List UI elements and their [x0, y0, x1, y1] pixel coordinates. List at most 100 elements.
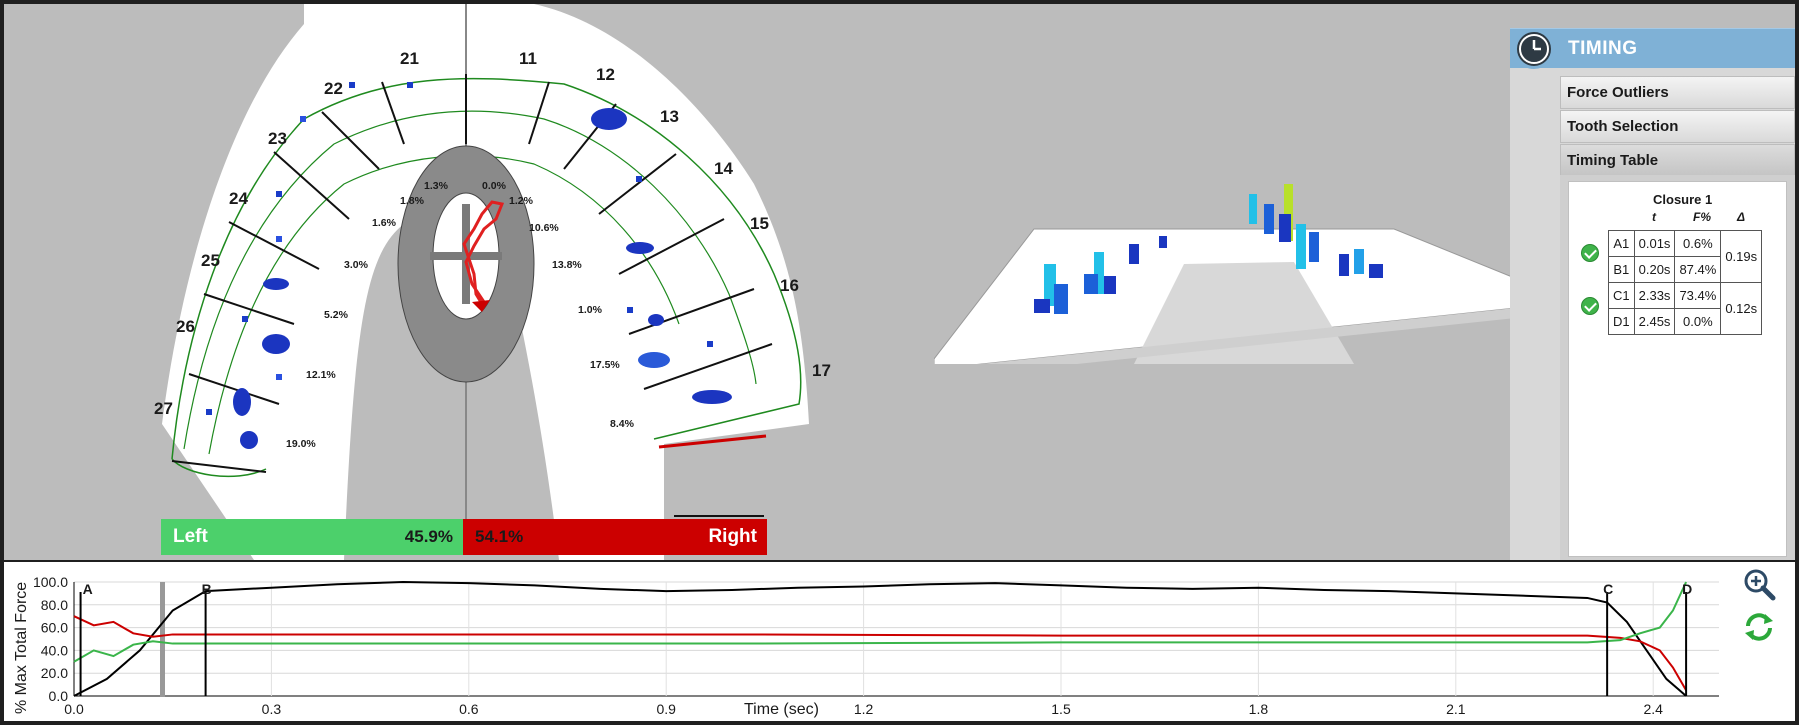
x-tick-label: 0.6 [459, 701, 479, 717]
bottom-curve [171, 458, 267, 478]
pct-17: 8.4% [610, 418, 635, 430]
pct-15: 1.0% [578, 304, 603, 316]
row-f: 0.6% [1674, 230, 1722, 257]
timing-title: TIMING [1568, 37, 1638, 59]
x-tick-label: 0.0 [64, 701, 84, 717]
right-percent: 54.1% [475, 527, 524, 546]
tooth-label-23: 23 [268, 129, 287, 148]
clock-icon [1514, 28, 1554, 69]
x-tick-label: 1.5 [1051, 701, 1071, 717]
row-f: 0.0% [1674, 308, 1722, 335]
left-balance: Left 45.9% [161, 519, 463, 555]
timing-table: A1 0.01s 0.6% 0.19s B1 0.20s 87.4% C1 [1608, 230, 1763, 335]
x-tick-label: 0.3 [262, 701, 282, 717]
tooth-label-16: 16 [780, 276, 799, 295]
table-row[interactable]: A1 0.01s 0.6% 0.19s [1608, 230, 1763, 283]
arch-shape [162, 4, 809, 560]
row-f: 73.4% [1674, 282, 1722, 309]
cof-trajectory [462, 200, 505, 305]
header-t: t [1652, 210, 1656, 224]
section-timing-table[interactable]: Timing Table [1560, 144, 1795, 177]
series-lines [73, 580, 1688, 697]
tooth-label-11: 11 [519, 49, 537, 68]
x-tick-label: 2.1 [1446, 701, 1466, 717]
left-percent: 45.9% [404, 527, 453, 546]
marker-label-C: C [1603, 581, 1613, 597]
row-delta: 0.12s [1720, 282, 1763, 335]
timing-panel: TIMING Force Outliers Tooth Selection Ti… [1510, 28, 1795, 560]
right-label: Right [708, 526, 757, 547]
tooth-boundaries [171, 74, 773, 517]
timing-header[interactable]: TIMING [1510, 28, 1795, 69]
right-balance: 54.1% Right [463, 519, 767, 555]
timing-table-container: Closure 1 t F% Δ A1 0.01s 0.6% 0.19s [1568, 181, 1787, 557]
tooth-label-12: 12 [596, 65, 615, 84]
closure-title: Closure 1 [1653, 192, 1713, 207]
marker-label-A: A [83, 581, 93, 597]
refresh-icon[interactable] [1742, 610, 1776, 644]
timing-markers: A B C D [79, 581, 1692, 696]
inner-contour-1 [183, 110, 757, 450]
pct-14: 13.8% [552, 259, 582, 271]
pct-12: 1.2% [509, 195, 534, 207]
tooth-label-26: 26 [176, 317, 195, 336]
y-tick-label: 80.0 [41, 597, 68, 613]
tooth-label-25: 25 [201, 251, 220, 270]
y-tick-label: 100.0 [33, 574, 68, 590]
section-tooth-selection[interactable]: Tooth Selection [1560, 110, 1795, 143]
tooth-label-13: 13 [660, 107, 679, 126]
pct-16: 17.5% [590, 359, 620, 371]
y-ticks: 100.0 80.0 60.0 40.0 20.0 0.0 [33, 574, 68, 704]
row-label: D1 [1608, 308, 1635, 335]
table-row[interactable]: D1 2.45s 0.0% [1608, 308, 1762, 335]
check-icon[interactable] [1581, 297, 1599, 315]
pct-25: 5.2% [324, 309, 349, 321]
left-right-balance-bar: Left 45.9% 54.1% Right [161, 519, 767, 555]
pct-22: 1.8% [400, 195, 425, 207]
force-time-chart[interactable]: % Max Total Force 100.0 80.0 60.0 40.0 20.0 0… [4, 562, 1734, 721]
table-row[interactable]: C1 2.33s 73.4% 0.12s [1608, 282, 1763, 335]
y-axis-title: % Max Total Force [13, 582, 30, 714]
outer-contour [171, 77, 802, 460]
tooth-label-24: 24 [229, 189, 248, 208]
pct-27: 19.0% [286, 438, 316, 450]
x-tick-label: 2.4 [1643, 701, 1663, 717]
row-label: A1 [1608, 230, 1635, 257]
tooth-label-17: 17 [812, 361, 831, 380]
tooth-label-14: 14 [714, 159, 733, 178]
y-tick-label: 40.0 [41, 642, 68, 658]
arch-3d-view[interactable] [934, 184, 1554, 364]
arch-view-area: 21 22 23 24 25 26 27 11 12 13 14 15 16 1… [4, 4, 1795, 560]
pct-24: 3.0% [344, 259, 369, 271]
x-ticks: 0.0 0.3 0.6 0.9 1.2 1.5 1.8 2.1 2.4 [64, 701, 1663, 717]
arch-diagram[interactable]: 21 22 23 24 25 26 27 11 12 13 14 15 16 1… [4, 4, 1504, 560]
section-force-outliers[interactable]: Force Outliers [1560, 76, 1795, 109]
header-delta: Δ [1737, 210, 1746, 224]
pct-23: 1.6% [372, 217, 397, 229]
x-tick-label: 0.9 [656, 701, 676, 717]
zoom-in-icon[interactable] [1742, 567, 1776, 601]
cof-end-marker [472, 300, 490, 312]
grid [73, 581, 1719, 697]
marker-label-B: B [202, 581, 212, 597]
left-label: Left [173, 526, 208, 547]
series-line-2 [73, 581, 1688, 663]
row-f: 87.4% [1674, 256, 1722, 283]
selection-handle[interactable] [160, 582, 165, 697]
force-time-chart-area: % Max Total Force 100.0 80.0 60.0 40.0 20.0 0… [4, 562, 1795, 721]
table-row[interactable]: B1 0.20s 87.4% [1608, 256, 1762, 283]
marker-label-D: D [1682, 581, 1692, 597]
x-axis-title: Time (sec) [744, 701, 819, 718]
pct-26: 12.1% [306, 369, 336, 381]
y-tick-label: 0.0 [49, 688, 69, 704]
x-tick-label: 1.8 [1249, 701, 1269, 717]
header-f: F% [1693, 210, 1711, 224]
check-icon[interactable] [1581, 244, 1599, 262]
pct-21: 1.3% [424, 180, 449, 192]
x-tick-label: 1.2 [854, 701, 874, 717]
tooth-label-22: 22 [324, 79, 343, 98]
tooth-label-27: 27 [154, 399, 173, 418]
inner-contour-2 [208, 155, 680, 455]
y-tick-label: 60.0 [41, 620, 68, 636]
